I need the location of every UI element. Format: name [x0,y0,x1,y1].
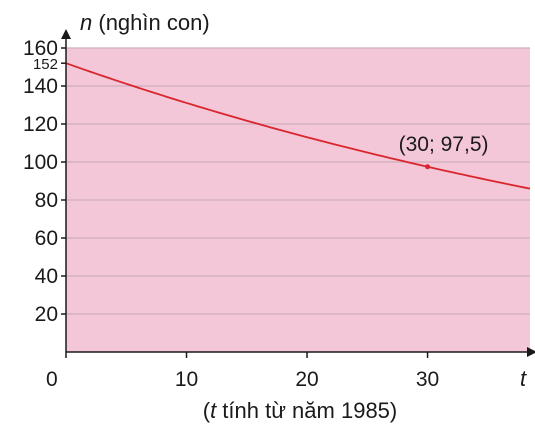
y-tick-label-120: 120 [23,113,58,136]
y-tick-label-100: 100 [23,151,58,174]
y-tick-label-152: 152 [33,56,58,73]
series-line-group [65,62,531,190]
x-tick-label-10: 10 [175,368,198,391]
y-tick-label-20: 20 [35,303,58,326]
x-tick-label-20: 20 [295,368,318,391]
y-tick-label-160: 160 [23,37,58,60]
origin-label: 0 [46,368,58,391]
x-axis-note-open: ( [203,398,211,423]
x-axis-note-rest: tính từ năm 1985) [216,398,397,423]
y-tick-label-60: 60 [35,227,58,250]
x-axis [66,347,535,358]
x-tick-label-30: 30 [416,368,439,391]
x-axis-note: (t tính từ năm 1985) [203,398,398,423]
y-axis-unit: (nghìn con) [92,10,209,35]
x-tick-labels: 10 20 30 [175,368,439,391]
y-tick-label-40: 40 [35,265,58,288]
grid [66,47,530,315]
highlight-group: (30; 97,5) [399,133,489,170]
y-tick-label-80: 80 [35,189,58,212]
x-axis-note-variable: t [210,398,217,423]
y-axis-label: n (nghìn con) [80,10,210,35]
highlight-point [425,164,431,170]
x-axis-variable: t [520,366,527,391]
y-tick-label-140: 140 [23,75,58,98]
highlight-point-label: (30; 97,5) [399,133,489,156]
y-axis [61,29,71,358]
series-line-0 [65,62,531,190]
y-axis-variable: n [80,10,92,35]
